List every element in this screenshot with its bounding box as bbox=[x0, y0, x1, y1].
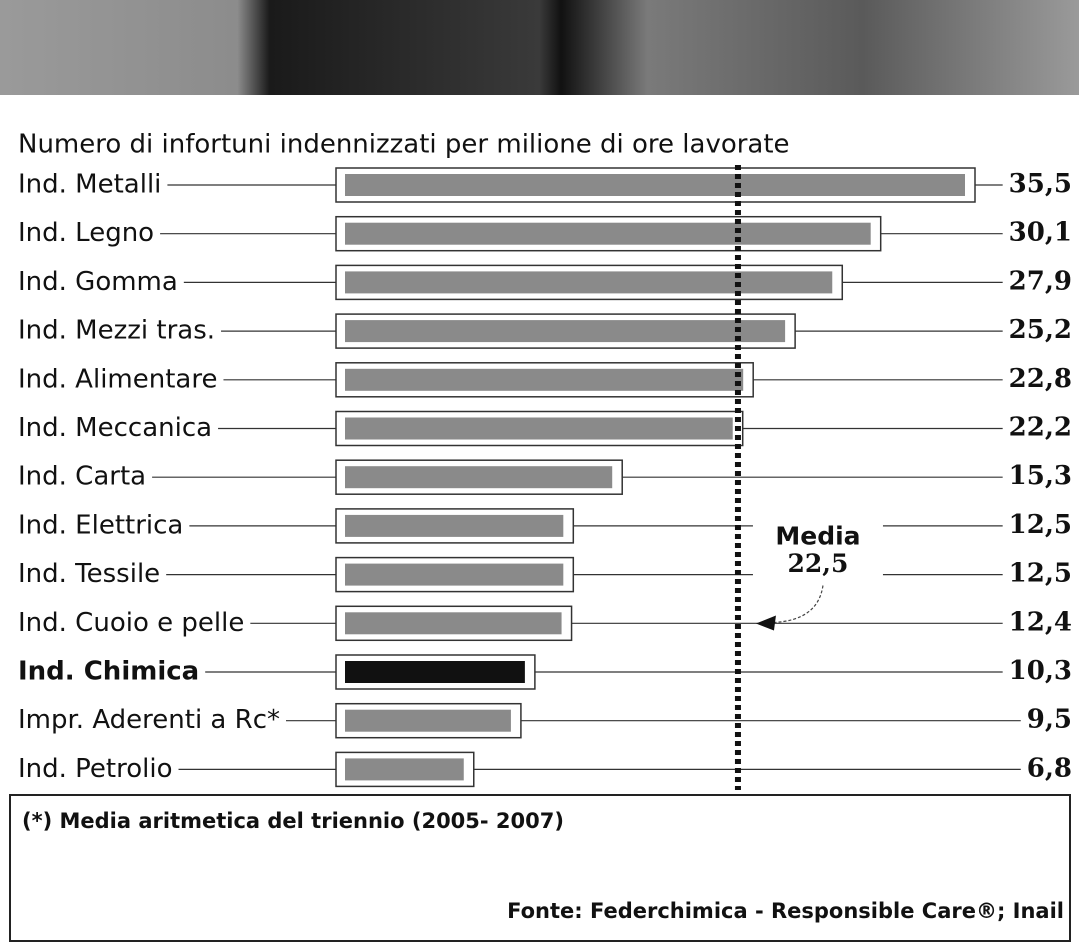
category-label: Ind. Alimentare bbox=[18, 364, 217, 394]
bar bbox=[345, 612, 562, 634]
bar bbox=[345, 515, 563, 537]
value-label: 22,2 bbox=[1009, 413, 1072, 443]
value-label: 10,3 bbox=[1009, 656, 1072, 686]
average-label: Media bbox=[775, 522, 860, 551]
value-label: 22,8 bbox=[1009, 364, 1072, 394]
bar bbox=[345, 174, 965, 196]
bar bbox=[345, 710, 511, 732]
category-label: Ind. Cuoio e pelle bbox=[18, 608, 244, 638]
value-label: 6,8 bbox=[1027, 753, 1072, 783]
category-label: Ind. Chimica bbox=[18, 657, 199, 687]
category-label: Ind. Legno bbox=[18, 218, 154, 248]
bar bbox=[345, 564, 563, 586]
value-label: 12,5 bbox=[1009, 559, 1072, 589]
bar bbox=[345, 223, 871, 245]
banner-photo bbox=[0, 0, 1079, 95]
category-label: Ind. Petrolio bbox=[18, 754, 173, 784]
value-label: 30,1 bbox=[1009, 218, 1072, 248]
category-label: Ind. Elettrica bbox=[18, 510, 183, 540]
category-label: Ind. Meccanica bbox=[18, 413, 212, 443]
bar bbox=[345, 271, 832, 293]
average-value-label: 22,5 bbox=[788, 549, 849, 578]
footnote: (*) Media aritmetica del triennio (2005-… bbox=[22, 809, 564, 833]
chart: Numero di infortuni indennizzati per mil… bbox=[0, 0, 1079, 942]
bar bbox=[345, 320, 785, 342]
category-label: Impr. Aderenti a Rc* bbox=[18, 705, 280, 735]
value-label: 35,5 bbox=[1009, 169, 1072, 199]
category-label: Ind. Mezzi tras. bbox=[18, 316, 215, 346]
category-label: Ind. Tessile bbox=[18, 559, 160, 589]
annotation-arrow bbox=[773, 586, 823, 623]
bar bbox=[345, 369, 743, 391]
category-label: Ind. Metalli bbox=[18, 170, 161, 200]
arrow-head bbox=[756, 616, 776, 631]
category-label: Ind. Carta bbox=[18, 462, 146, 492]
value-label: 12,4 bbox=[1009, 607, 1072, 637]
bar bbox=[345, 418, 733, 440]
bar bbox=[345, 758, 464, 780]
bar bbox=[345, 661, 525, 683]
value-label: 15,3 bbox=[1009, 461, 1072, 491]
bar bbox=[345, 466, 612, 488]
value-label: 9,5 bbox=[1027, 705, 1072, 735]
value-label: 12,5 bbox=[1009, 510, 1072, 540]
chart-subtitle: Numero di infortuni indennizzati per mil… bbox=[18, 130, 790, 160]
source: Fonte: Federchimica - Responsible Care®;… bbox=[507, 899, 1064, 923]
value-label: 25,2 bbox=[1009, 315, 1072, 345]
category-label: Ind. Gomma bbox=[18, 267, 178, 297]
value-label: 27,9 bbox=[1009, 266, 1072, 296]
